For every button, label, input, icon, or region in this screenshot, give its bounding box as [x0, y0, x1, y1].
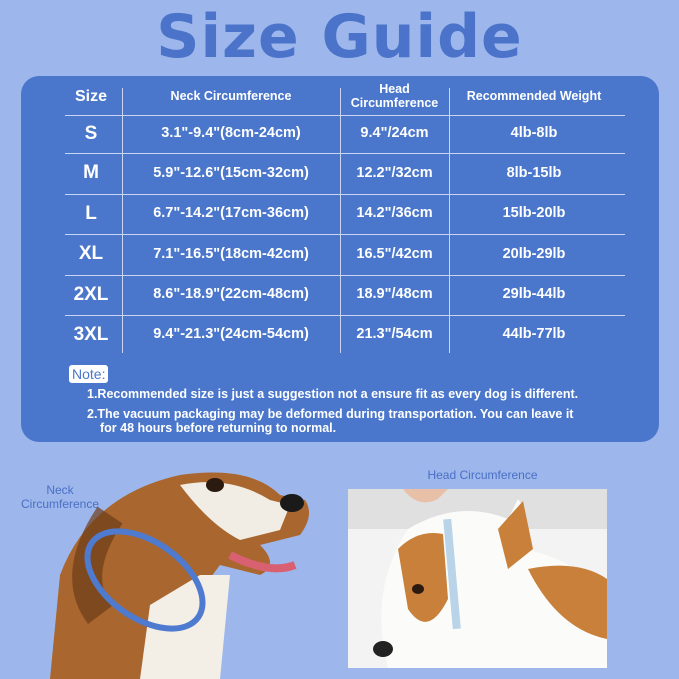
corgi-photo — [348, 489, 607, 668]
table-cell: 4lb-8lb — [510, 125, 558, 142]
note-item-1: 1.Recommended size is just a suggestion … — [87, 387, 579, 401]
column-divider — [449, 88, 450, 353]
note-label: Note: — [69, 365, 109, 383]
table-cell: 3.1"-9.4"(8cm-24cm) — [161, 125, 301, 142]
note-item-2: 2.The vacuum packaging may be deformed d… — [87, 407, 574, 421]
row-divider — [65, 194, 625, 195]
table-cell: 12.2"/32cm — [356, 164, 433, 181]
table-cell: 14.2"/36cm — [356, 205, 433, 222]
table-cell: 16.5"/42cm — [356, 245, 433, 262]
table-cell: 21.3"/54cm — [356, 326, 433, 343]
table-cell: 8.6"-18.9"(22cm-48cm) — [153, 286, 309, 303]
table-cell: 9.4"/24cm — [360, 125, 429, 142]
row-divider — [65, 275, 625, 276]
note-item-2-cont: for 48 hours before returning to normal. — [100, 421, 337, 435]
table-cell: 9.4"-21.3"(24cm-54cm) — [153, 326, 309, 343]
table-cell: 8lb-15lb — [506, 164, 562, 181]
table-cell: 18.9"/48cm — [356, 286, 433, 303]
row-divider — [65, 115, 625, 116]
table-cell: 20lb-29lb — [502, 245, 566, 262]
table-cell: 2XL — [73, 283, 109, 305]
row-divider — [65, 315, 625, 316]
head-label: Head Circumference — [427, 468, 538, 482]
table-cell: 44lb-77lb — [502, 326, 566, 343]
table-cell: 6.7"-14.2"(17cm-36cm) — [153, 205, 309, 222]
table-cell: 3XL — [73, 323, 109, 345]
neck-label: Neck Circumference — [20, 483, 100, 512]
table-cell: XL — [78, 243, 104, 265]
column-header: Head Circumference — [350, 81, 439, 110]
beagle-photo — [30, 455, 330, 679]
table-cell: 15lb-20lb — [502, 205, 566, 222]
table-cell: S — [84, 122, 98, 144]
row-divider — [65, 153, 625, 154]
table-cell: L — [85, 202, 97, 224]
column-divider — [340, 88, 341, 353]
table-cell: 5.9"-12.6"(15cm-32cm) — [153, 164, 309, 181]
row-divider — [65, 234, 625, 235]
column-header: Recommended Weight — [466, 88, 602, 103]
column-divider — [122, 88, 123, 353]
page-title: Size Guide — [156, 2, 523, 72]
column-header: Size — [74, 87, 107, 105]
table-cell: 7.1"-16.5"(18cm-42cm) — [153, 245, 309, 262]
table-cell: M — [83, 162, 99, 184]
column-header: Neck Circumference — [170, 88, 292, 103]
table-cell: 29lb-44lb — [502, 286, 566, 303]
